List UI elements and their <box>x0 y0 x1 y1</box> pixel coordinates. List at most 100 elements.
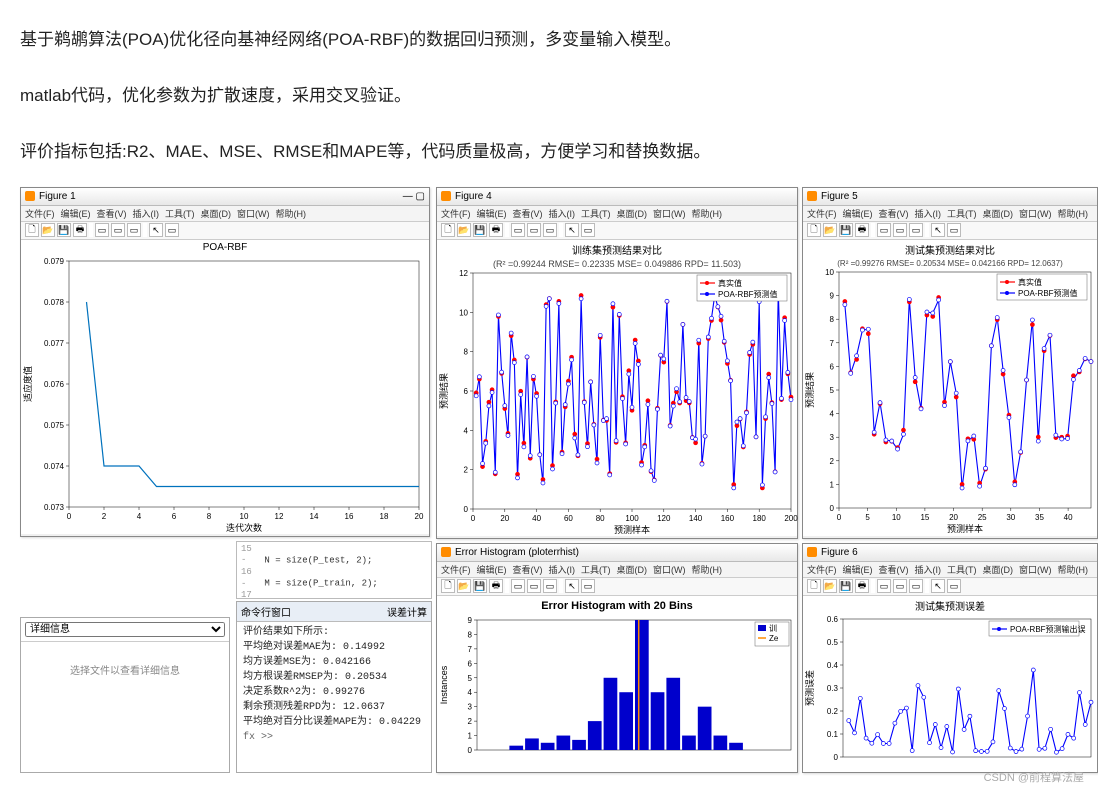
menu-item[interactable]: 工具(T) <box>581 563 611 576</box>
menu-item[interactable]: 文件(F) <box>441 563 471 576</box>
titlebar[interactable]: Figure 5 <box>803 188 1097 206</box>
menu-item[interactable]: 编辑(E) <box>477 207 507 220</box>
menu-item[interactable]: 桌面(D) <box>983 207 1014 220</box>
menu-item[interactable]: 窗口(W) <box>1019 207 1052 220</box>
menu-item[interactable]: 插入(I) <box>915 563 942 576</box>
toolbar-button[interactable]: ↖ <box>149 223 163 237</box>
menu-item[interactable]: 查看(V) <box>879 207 909 220</box>
toolbar-button[interactable]: 📂 <box>823 223 837 237</box>
toolbar[interactable]: 🗋📂💾🖶▭▭▭↖▭ <box>437 578 797 596</box>
toolbar-button[interactable]: ▭ <box>877 223 891 237</box>
menu-item[interactable]: 工具(T) <box>947 207 977 220</box>
toolbar-button[interactable]: 🗋 <box>441 223 455 237</box>
menubar[interactable]: 文件(F)编辑(E)查看(V)插入(I)工具(T)桌面(D)窗口(W)帮助(H) <box>803 206 1097 222</box>
menu-item[interactable]: 帮助(H) <box>692 563 723 576</box>
toolbar-button[interactable]: 📂 <box>457 579 471 593</box>
toolbar-button[interactable]: 🗋 <box>441 579 455 593</box>
menu-item[interactable]: 查看(V) <box>97 207 127 220</box>
menu-item[interactable]: 工具(T) <box>947 563 977 576</box>
toolbar-button[interactable]: 💾 <box>839 579 853 593</box>
toolbar-button[interactable]: ▭ <box>95 223 109 237</box>
menu-item[interactable]: 帮助(H) <box>692 207 723 220</box>
titlebar[interactable]: Error Histogram (ploterrhist) <box>437 544 797 562</box>
toolbar-button[interactable]: 🗋 <box>25 223 39 237</box>
menu-item[interactable]: 工具(T) <box>165 207 195 220</box>
toolbar-button[interactable]: ▭ <box>543 579 557 593</box>
toolbar-button[interactable]: ▭ <box>909 223 923 237</box>
toolbar-button[interactable]: ↖ <box>565 223 579 237</box>
menu-item[interactable]: 编辑(E) <box>61 207 91 220</box>
menu-item[interactable]: 桌面(D) <box>201 207 232 220</box>
toolbar-button[interactable]: 🖶 <box>489 223 503 237</box>
menu-item[interactable]: 插入(I) <box>133 207 160 220</box>
toolbar-button[interactable]: ▭ <box>581 223 595 237</box>
menu-item[interactable]: 帮助(H) <box>276 207 307 220</box>
toolbar-button[interactable]: 🖶 <box>489 579 503 593</box>
toolbar-button[interactable]: ↖ <box>931 223 945 237</box>
toolbar-button[interactable] <box>505 223 509 237</box>
menubar[interactable]: 文件(F) 编辑(E) 查看(V) 插入(I) 工具(T) 桌面(D) 窗口(W) 帮助(H) <box>21 206 429 222</box>
toolbar-button[interactable]: ▭ <box>165 223 179 237</box>
toolbar-button[interactable] <box>505 579 509 593</box>
menubar[interactable]: 文件(F) 编辑(E) 查看(V) 插入(I) 工具(T) 桌面(D) 窗口(W) 帮助(H) <box>437 562 797 578</box>
toolbar-button[interactable]: ▭ <box>947 223 961 237</box>
detail-select[interactable]: 详细信息 <box>25 622 225 637</box>
toolbar[interactable]: 🗋📂💾🖶▭▭▭↖▭ <box>21 222 429 240</box>
menu-item[interactable]: 插入(I) <box>549 207 576 220</box>
toolbar[interactable]: 🗋📂💾🖶▭▭▭↖▭ <box>437 222 797 240</box>
toolbar-button[interactable]: 💾 <box>473 223 487 237</box>
menu-item[interactable]: 查看(V) <box>513 563 543 576</box>
toolbar-button[interactable] <box>871 579 875 593</box>
toolbar-button[interactable]: 🖶 <box>855 223 869 237</box>
toolbar-button[interactable]: 💾 <box>57 223 71 237</box>
toolbar[interactable]: 🗋📂💾🖶▭▭▭↖▭ <box>803 222 1097 240</box>
menu-item[interactable]: 编辑(E) <box>843 207 873 220</box>
toolbar-button[interactable]: 🖶 <box>855 579 869 593</box>
menu-item[interactable]: 插入(I) <box>915 207 942 220</box>
toolbar-button[interactable]: ▭ <box>111 223 125 237</box>
menu-item[interactable]: 工具(T) <box>581 207 611 220</box>
menubar[interactable]: 文件(F)编辑(E)查看(V)插入(I)工具(T)桌面(D)窗口(W)帮助(H) <box>437 206 797 222</box>
menubar[interactable]: 文件(F)编辑(E)查看(V)插入(I)工具(T)桌面(D)窗口(W)帮助(H) <box>803 562 1097 578</box>
toolbar-button[interactable]: ▭ <box>947 579 961 593</box>
toolbar-button[interactable]: ▭ <box>543 223 557 237</box>
menu-item[interactable]: 窗口(W) <box>653 207 686 220</box>
titlebar[interactable]: Figure 4 <box>437 188 797 206</box>
toolbar-button[interactable]: 📂 <box>41 223 55 237</box>
min-max-close[interactable]: — ▢ <box>403 191 425 202</box>
toolbar-button[interactable]: 💾 <box>839 223 853 237</box>
toolbar-button[interactable] <box>925 579 929 593</box>
toolbar-button[interactable] <box>925 223 929 237</box>
toolbar-button[interactable]: 🗋 <box>807 223 821 237</box>
menu-item[interactable]: 文件(F) <box>807 207 837 220</box>
menu-item[interactable]: 窗口(W) <box>1019 563 1052 576</box>
menu-item[interactable]: 窗口(W) <box>653 563 686 576</box>
toolbar-button[interactable] <box>559 579 563 593</box>
toolbar-button[interactable]: ▭ <box>511 579 525 593</box>
menu-item[interactable]: 桌面(D) <box>617 207 648 220</box>
toolbar-button[interactable]: 🖶 <box>73 223 87 237</box>
toolbar-button[interactable]: ▭ <box>527 223 541 237</box>
toolbar-button[interactable]: 💾 <box>473 579 487 593</box>
toolbar-button[interactable]: 🗋 <box>807 579 821 593</box>
toolbar-button[interactable] <box>89 223 93 237</box>
toolbar[interactable]: 🗋📂💾🖶▭▭▭↖▭ <box>803 578 1097 596</box>
menu-item[interactable]: 桌面(D) <box>617 563 648 576</box>
toolbar-button[interactable]: ▭ <box>893 579 907 593</box>
command-window[interactable]: 命令行窗口误差计算 评价结果如下所示:平均绝对误差MAE为: 0.14992均方… <box>236 601 432 773</box>
menu-item[interactable]: 帮助(H) <box>1058 563 1089 576</box>
menu-item[interactable]: 桌面(D) <box>983 563 1014 576</box>
titlebar[interactable]: Figure 6 <box>803 544 1097 562</box>
menu-item[interactable]: 编辑(E) <box>477 563 507 576</box>
menu-item[interactable]: 查看(V) <box>879 563 909 576</box>
toolbar-button[interactable]: 📂 <box>457 223 471 237</box>
toolbar-button[interactable] <box>143 223 147 237</box>
menu-item[interactable]: 插入(I) <box>549 563 576 576</box>
menu-item[interactable]: 查看(V) <box>513 207 543 220</box>
toolbar-button[interactable]: ▭ <box>909 579 923 593</box>
toolbar-button[interactable]: ▭ <box>581 579 595 593</box>
toolbar-button[interactable]: ▭ <box>527 579 541 593</box>
menu-item[interactable]: 编辑(E) <box>843 563 873 576</box>
menu-item[interactable]: 窗口(W) <box>237 207 270 220</box>
menu-item[interactable]: 文件(F) <box>25 207 55 220</box>
